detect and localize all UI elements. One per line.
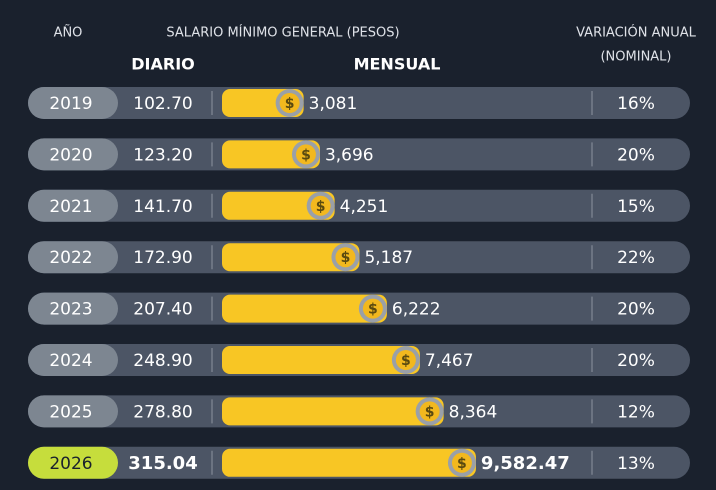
- coin: [395, 350, 416, 370]
- value-label: 3,081: [309, 94, 358, 114]
- coin-symbol: $: [301, 147, 311, 163]
- year-label: 2022: [49, 248, 92, 268]
- value-label: 7,467: [425, 351, 474, 371]
- coin-symbol: $: [368, 302, 378, 318]
- variation-value: 13%: [617, 454, 655, 474]
- coin-symbol: $: [341, 250, 351, 266]
- variation-value: 16%: [617, 94, 655, 114]
- year-label: 2026: [49, 454, 92, 474]
- coin: [362, 298, 383, 319]
- year-pill: [28, 344, 118, 376]
- bar: [222, 346, 420, 374]
- year-label: 2024: [49, 351, 92, 371]
- value-label: 4,251: [340, 197, 389, 217]
- variation-value: 20%: [617, 300, 655, 320]
- row-pill: [28, 138, 690, 171]
- daily-value: 172.90: [133, 248, 192, 268]
- row-pill: [28, 189, 690, 222]
- value-label: 6,222: [392, 300, 441, 320]
- daily-value: 141.70: [133, 197, 192, 217]
- coin-symbol: $: [457, 456, 467, 472]
- monthly-header: MENSUAL: [354, 55, 441, 74]
- title: SALARIO MÍNIMO GENERAL (PESOS): [166, 25, 399, 41]
- year-pill: [28, 189, 118, 222]
- coin-symbol: $: [401, 353, 411, 369]
- coin-symbol: $: [425, 404, 435, 420]
- row-pill: [28, 87, 690, 119]
- value-label: 3,696: [325, 145, 374, 165]
- value-label: 5,187: [364, 248, 413, 268]
- bar: [222, 243, 360, 272]
- variation-value: 20%: [617, 145, 655, 165]
- year-pill: [28, 292, 118, 325]
- daily-value: 248.90: [133, 351, 192, 371]
- daily-value: 102.70: [133, 94, 192, 114]
- year-label: 2019: [49, 94, 92, 114]
- daily-value: 123.20: [133, 145, 192, 165]
- coin: [310, 195, 331, 216]
- variation-value: 20%: [617, 351, 655, 371]
- coin: [295, 144, 316, 165]
- year-header: AÑO: [54, 25, 83, 41]
- variation-header: (NOMINAL): [600, 50, 671, 65]
- variation-value: 12%: [617, 402, 655, 422]
- coin: [279, 93, 300, 113]
- year-pill: [28, 446, 118, 479]
- year-pill: [28, 241, 118, 274]
- daily-value: 207.40: [133, 300, 192, 320]
- variation-value: 15%: [617, 197, 655, 217]
- value-label: 9,582.47: [481, 453, 570, 474]
- variation-value: 22%: [617, 248, 655, 268]
- coin-symbol: $: [285, 96, 295, 112]
- coin: [451, 452, 472, 473]
- coin: [335, 247, 356, 268]
- year-label: 2020: [49, 145, 92, 165]
- daily-value: 315.04: [128, 453, 197, 474]
- bar: [222, 191, 335, 220]
- daily-header: DIARIO: [131, 55, 195, 74]
- year-pill: [28, 87, 118, 119]
- year-pill: [28, 138, 118, 171]
- bar: [222, 294, 387, 323]
- year-label: 2025: [49, 402, 92, 422]
- variation-header: VARIACIÓN ANUAL: [576, 25, 697, 41]
- value-label: 8,364: [449, 402, 498, 422]
- coin-symbol: $: [316, 199, 326, 215]
- year-label: 2023: [49, 300, 92, 320]
- coin: [419, 401, 440, 422]
- bar: [222, 397, 444, 426]
- daily-value: 278.80: [133, 402, 192, 422]
- year-pill: [28, 395, 118, 428]
- year-label: 2021: [49, 197, 92, 217]
- bar: [222, 448, 476, 477]
